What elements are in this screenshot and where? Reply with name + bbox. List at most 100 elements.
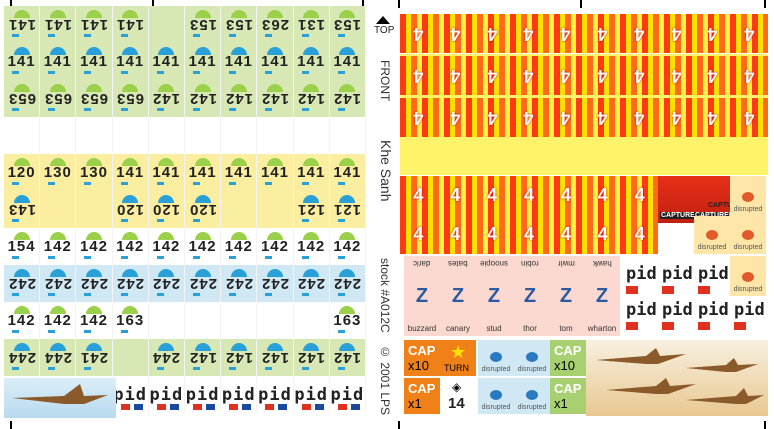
unit-symbol-icon	[194, 195, 211, 203]
disrupted-marker: disrupted	[514, 378, 550, 414]
cap-value: x1	[408, 395, 422, 411]
fire-counter: 4	[744, 66, 755, 86]
flag-icons	[156, 404, 179, 410]
strength-bar-icon	[156, 256, 164, 259]
counter-value: 141	[79, 53, 108, 70]
counter-value: 142	[152, 238, 181, 255]
unit-counter: 141	[112, 154, 149, 191]
counter-value: 142	[224, 90, 253, 107]
flag-icon	[626, 322, 638, 330]
unit-symbol-icon	[194, 269, 211, 277]
strength-bar-icon	[12, 367, 19, 370]
unit-counter: 153	[221, 6, 258, 43]
unit-symbol-icon	[194, 84, 211, 92]
strength-bar-icon	[156, 293, 164, 296]
fire-counter: 4	[486, 108, 497, 128]
counter-value: 242	[116, 275, 145, 292]
unit-counter: 142	[76, 228, 113, 265]
strength-bar-icon	[12, 71, 19, 74]
strength-bar-icon	[156, 367, 164, 370]
unit-symbol-icon	[13, 269, 30, 277]
fire-counter: 4	[524, 185, 535, 205]
top-label: TOP	[374, 25, 395, 36]
fire-counter: 4	[450, 224, 461, 244]
unit-counter	[257, 117, 294, 154]
unit-counter: 141	[185, 43, 222, 80]
fire-counter: 4	[707, 24, 718, 44]
bomber-illustration	[12, 384, 108, 404]
unit-counter: 130	[76, 154, 113, 191]
unit-symbol-icon	[49, 232, 66, 240]
counter-value: 244	[152, 349, 181, 366]
counter-value: 141	[79, 16, 108, 33]
disrupted-icon	[742, 272, 754, 282]
unit-counter: 242	[221, 265, 258, 302]
counter-value: 141	[297, 164, 326, 181]
counter-value: 142	[79, 312, 108, 329]
unit-counter: 120	[148, 191, 185, 228]
unit-counter: 141	[148, 154, 185, 191]
registration-mark	[10, 0, 12, 8]
unit-counter: 653	[76, 80, 113, 117]
unit-counter: 242	[40, 265, 77, 302]
unit-symbol-icon	[339, 232, 356, 240]
fire-counter: 4	[413, 108, 424, 128]
strength-bar-icon	[301, 293, 309, 296]
unit-counter: 242	[185, 265, 222, 302]
callsign-bottom: thor	[523, 324, 537, 333]
counter-value: 142	[333, 349, 362, 366]
fire-counter-row: 4 4 4 4 4 4 4	[400, 176, 658, 215]
fire-counter: 4	[486, 24, 497, 44]
aircraft-type-icon: Z	[595, 284, 609, 307]
unit-symbol-icon	[122, 84, 139, 92]
fire-counter: 4	[634, 24, 645, 44]
unit-symbol-icon	[158, 84, 175, 92]
unit-counter	[329, 117, 366, 154]
unit-counter: 141	[221, 154, 258, 191]
strength-bar-icon	[84, 330, 92, 333]
unit-counter	[293, 117, 330, 154]
pid-counter: pid	[694, 298, 730, 334]
counter-value: 142	[188, 349, 217, 366]
flag-icons	[229, 404, 252, 410]
unit-symbol-icon	[194, 10, 211, 18]
cap-value: x10	[408, 357, 429, 373]
fire-counter: 4	[523, 66, 534, 86]
callsign-top: mwir	[557, 259, 575, 268]
strength-bar-icon	[301, 71, 309, 74]
strength-bar-icon	[193, 367, 200, 370]
registration-mark	[152, 0, 154, 8]
flag-icons	[301, 404, 324, 410]
strength-bar-icon	[48, 34, 56, 37]
flag-icon	[698, 322, 710, 330]
unit-symbol-icon	[85, 84, 102, 92]
counter-value: 141	[116, 16, 145, 33]
unit-symbol-icon	[85, 47, 102, 55]
fire-counter: 4	[450, 66, 461, 86]
unit-counter: 141	[4, 43, 41, 80]
turn-label: TURN	[444, 363, 469, 373]
disrupted-label: disrupted	[481, 404, 511, 411]
unit-symbol-icon	[85, 232, 102, 240]
unit-counter: 142	[293, 228, 330, 265]
unit-counter: 121	[329, 191, 366, 228]
unit-symbol-icon	[230, 232, 247, 240]
registration-mark	[764, 0, 766, 8]
registration-mark	[764, 421, 766, 429]
fire-counter: 4	[413, 24, 424, 44]
counter-value: 142	[297, 90, 326, 107]
pid-label: pid	[734, 300, 765, 320]
disrupted-icon	[742, 192, 754, 202]
strength-bar-icon	[301, 219, 309, 222]
unit-counter: 120	[112, 191, 149, 228]
strength-bar-icon	[301, 367, 309, 370]
unit-symbol-icon	[230, 84, 247, 92]
disrupted-icon	[526, 352, 538, 362]
counter-value: 131	[297, 16, 326, 33]
strength-bar-icon	[301, 182, 309, 185]
counter-value: 653	[79, 90, 108, 107]
disrupted-marker: disrupted	[730, 256, 766, 296]
strength-bar-icon	[84, 182, 92, 185]
captured-label: CAPTURED	[660, 212, 701, 219]
unit-counter: 131	[293, 6, 330, 43]
